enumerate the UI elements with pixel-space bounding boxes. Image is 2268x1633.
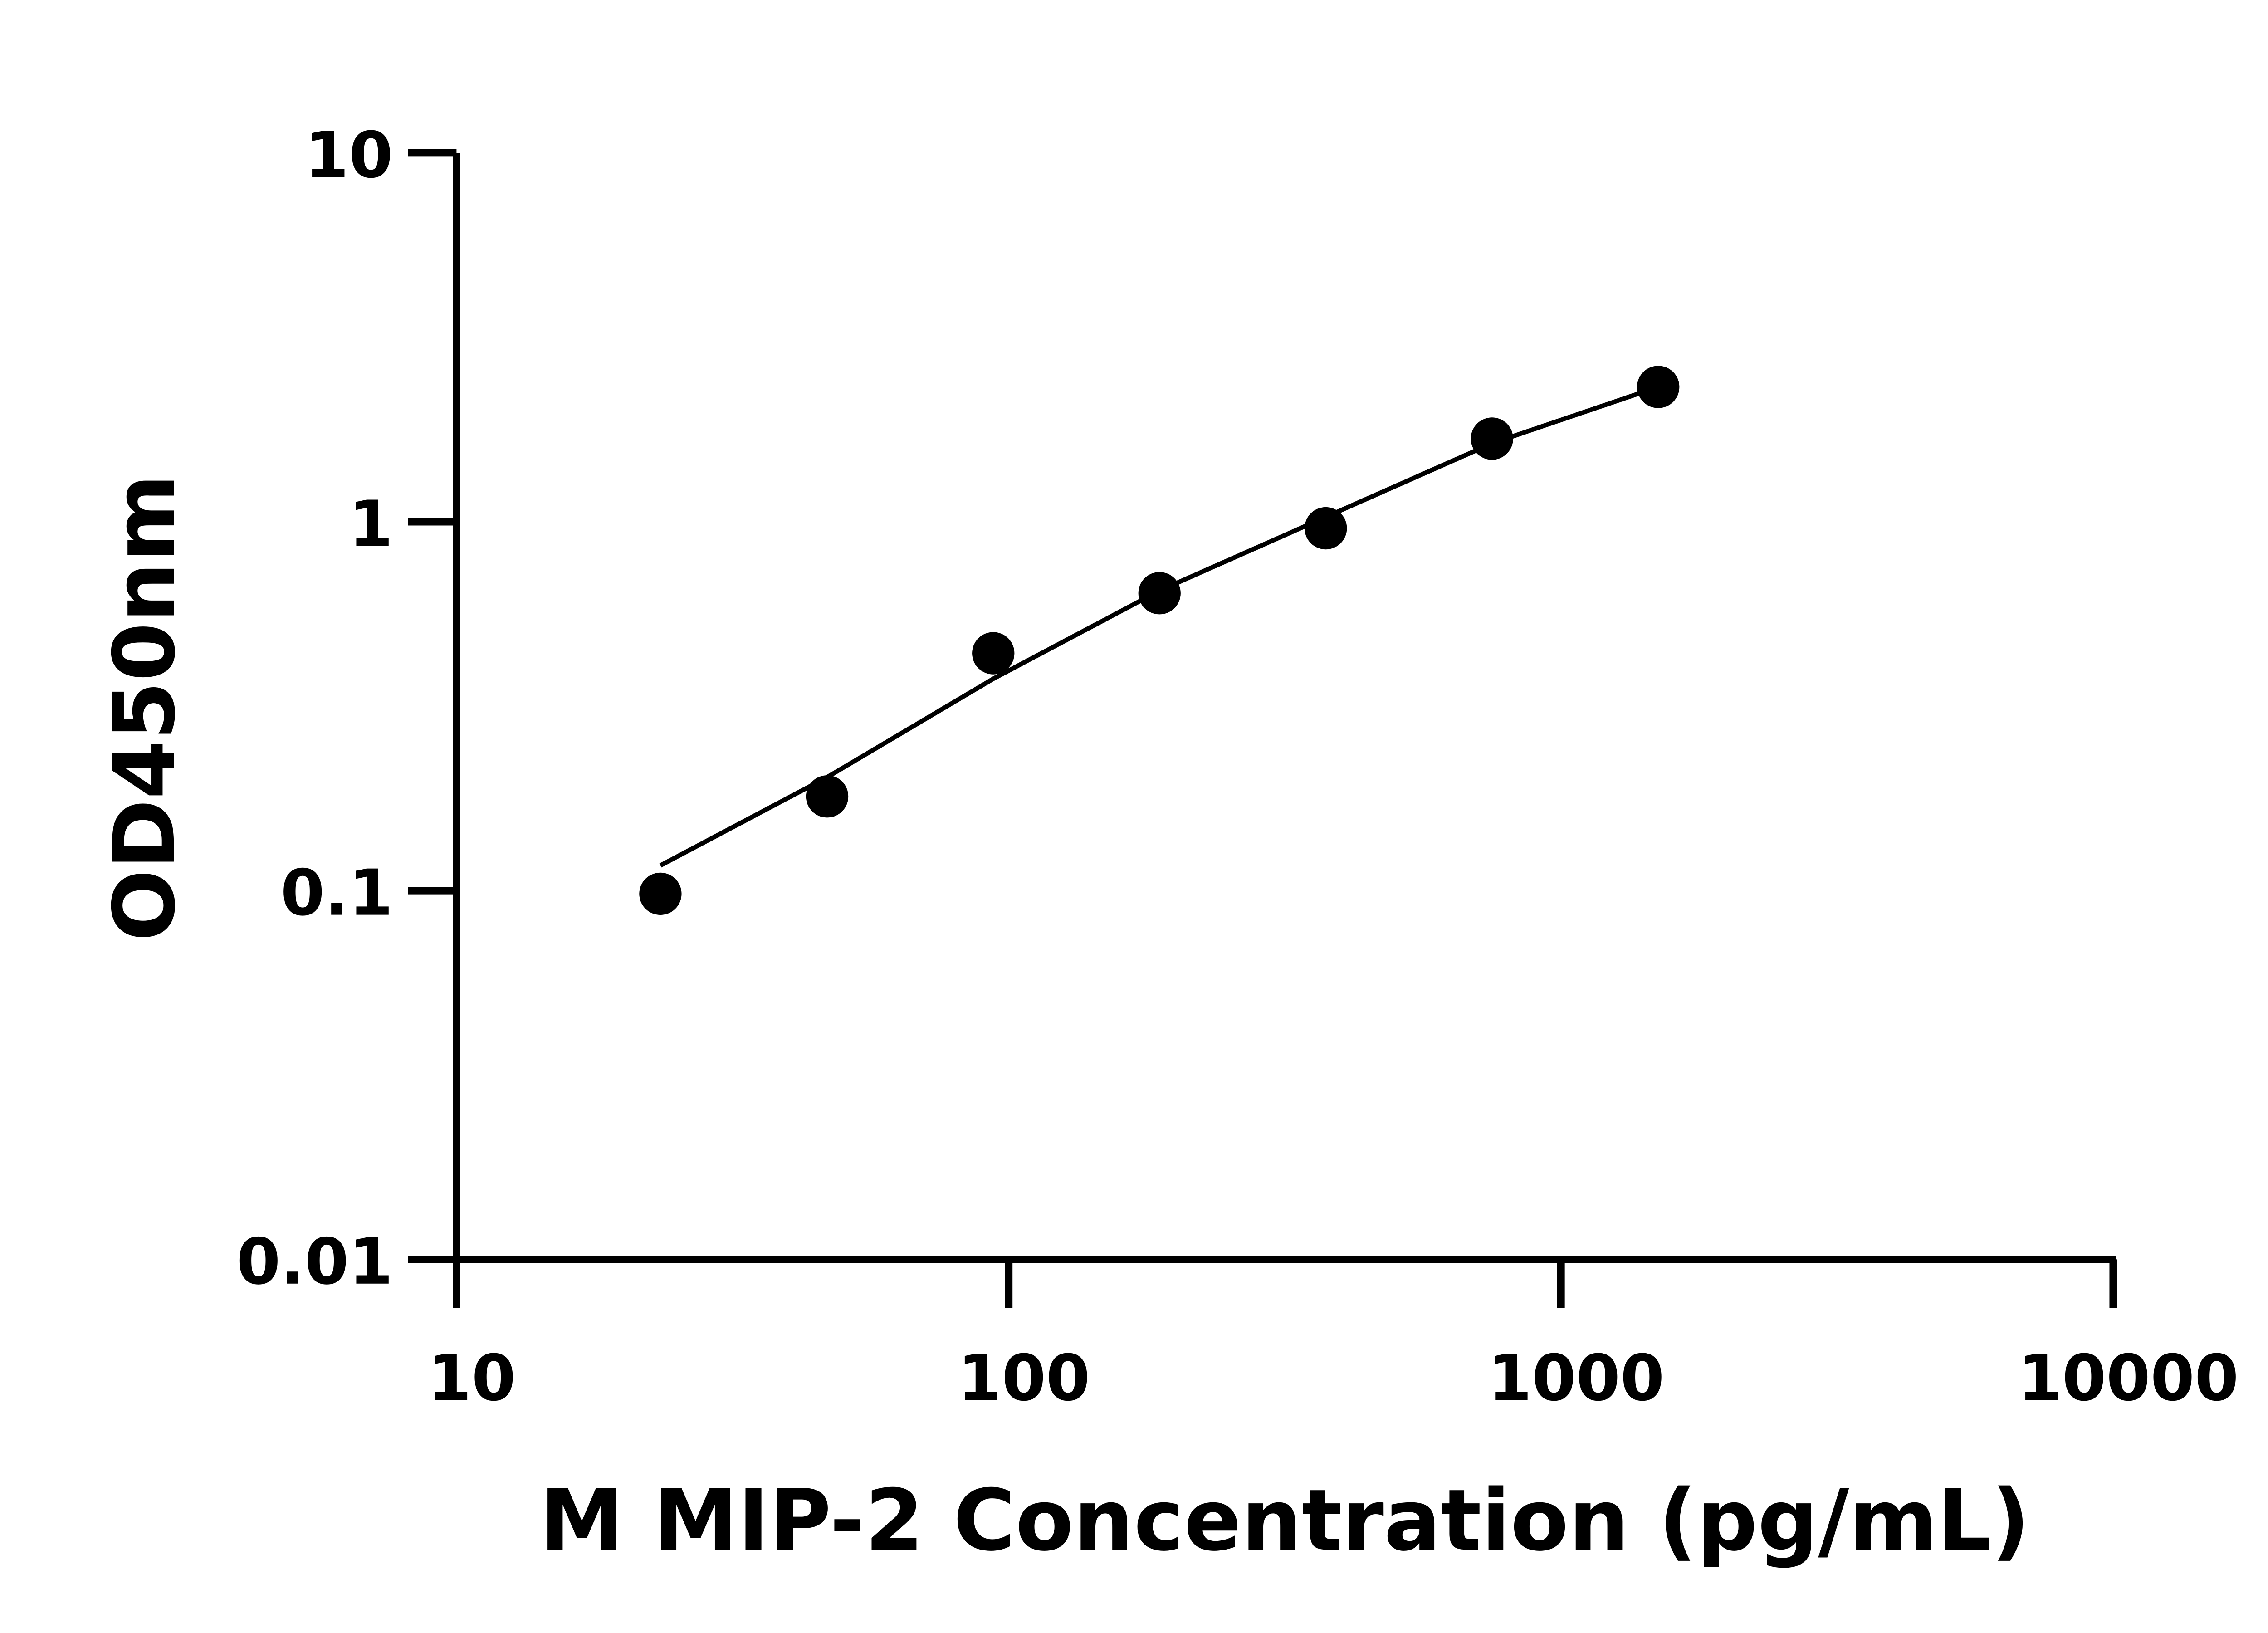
x-tick-label: 10000 xyxy=(2018,1341,2239,1415)
data-point xyxy=(1305,507,1347,550)
ticks: 10 100 1000 10000 0.01 0.1 1 10 xyxy=(236,118,2239,1415)
y-tick-label: 0.01 xyxy=(236,1225,393,1299)
axes xyxy=(453,153,2116,1263)
y-tick-label: 0.1 xyxy=(281,856,393,930)
data-point xyxy=(806,775,849,818)
data-point xyxy=(1637,366,1680,408)
data-points xyxy=(639,366,1680,915)
x-tick-label: 100 xyxy=(958,1341,1090,1415)
data-point xyxy=(639,872,682,915)
y-tick-label: 10 xyxy=(305,118,393,192)
y-tick-label: 1 xyxy=(349,487,393,561)
data-point xyxy=(1138,572,1181,615)
x-axis-label: M MIP-2 Concentration (pg/mL) xyxy=(540,1472,2030,1570)
data-point xyxy=(972,632,1015,675)
y-axis-label: OD450nm xyxy=(96,474,194,941)
data-point xyxy=(1471,417,1513,460)
x-tick-label: 1000 xyxy=(1488,1341,1665,1415)
x-tick-label: 10 xyxy=(427,1341,516,1415)
